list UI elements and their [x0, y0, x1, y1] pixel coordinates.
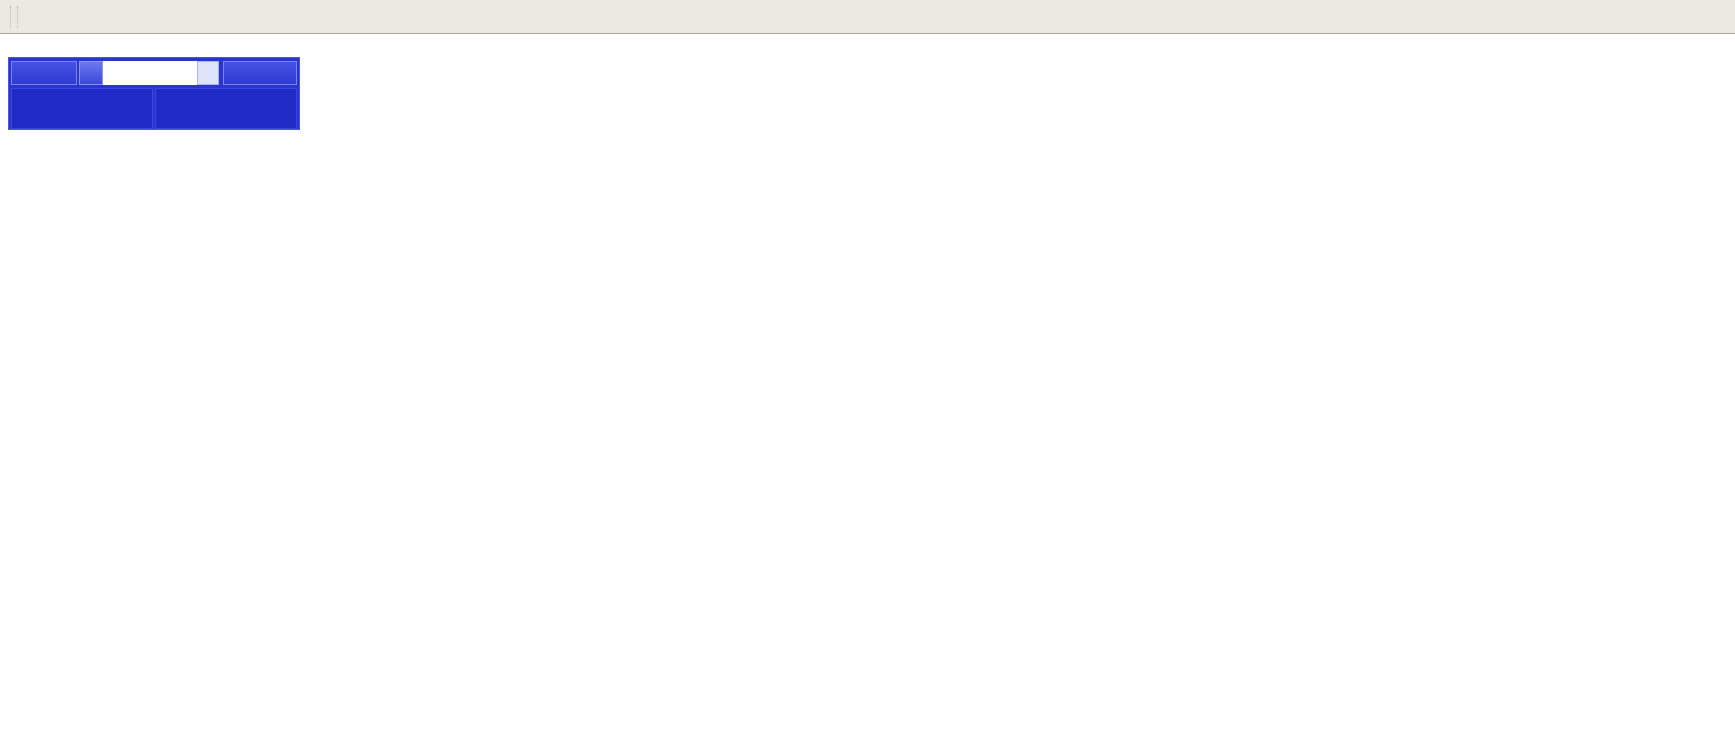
trade-panel-row: [9, 58, 299, 86]
buy-price-display[interactable]: [155, 88, 297, 129]
buy-button[interactable]: [223, 61, 297, 85]
one-click-trade-panel: [8, 57, 300, 130]
volume-decrease-button[interactable]: [79, 61, 103, 85]
volume-input[interactable]: [103, 61, 197, 85]
sell-price-display[interactable]: [11, 88, 153, 129]
chart-title: [12, 39, 26, 53]
volume-increase-button[interactable]: [197, 61, 219, 85]
toolbar: [0, 0, 1735, 34]
toolbar-separator: [10, 5, 18, 28]
sell-button[interactable]: [11, 61, 77, 85]
